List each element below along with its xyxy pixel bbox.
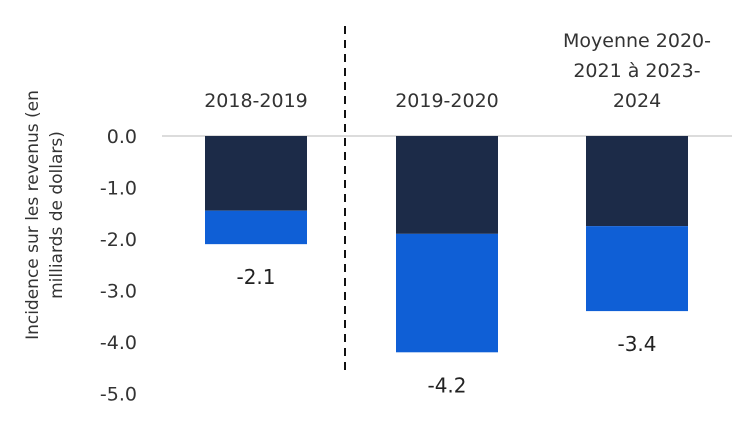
y-axis-title-text: Incidence sur les revenus (en milliards d… [23,90,67,340]
y-tick-label: -2.0 [100,229,137,251]
y-tick-label: -5.0 [100,384,137,406]
category-label: 2019-2020 [395,90,499,112]
data-labels: -2.1 -4.2 -3.4 [236,265,656,397]
y-axis-ticks: 0.0 -1.0 -2.0 -3.0 -4.0 -5.0 [100,126,137,406]
bar-segment [396,233,498,353]
y-tick-label: 0.0 [107,126,137,148]
bar-segment [586,226,688,312]
category-label: 2018-2019 [204,90,308,112]
bar-total-label: -4.2 [427,373,466,397]
category-label: 2021 à 2023- [573,60,700,82]
category-label: 2024 [613,90,661,112]
y-tick-label: -4.0 [100,332,137,354]
bar-total-label: -2.1 [236,265,275,289]
bar-total-label: -3.4 [617,332,656,356]
bar-segment [205,136,307,211]
category-label: Moyenne 2020- [563,30,711,52]
bar-segment [586,136,688,227]
y-tick-label: -3.0 [100,281,137,303]
y-axis-title-line: milliards de dollars) [47,131,67,299]
bar-series [205,136,688,353]
bar-segment [396,136,498,234]
y-axis-title-line: Incidence sur les revenus (en [23,90,43,340]
y-tick-label: -1.0 [100,178,137,200]
category-labels: 2018-2019 2019-2020 Moyenne 2020- 2021 à 20… [204,30,711,112]
bar-segment [205,210,307,245]
y-axis-title: Incidence sur les revenus (en milliards d… [23,90,67,340]
